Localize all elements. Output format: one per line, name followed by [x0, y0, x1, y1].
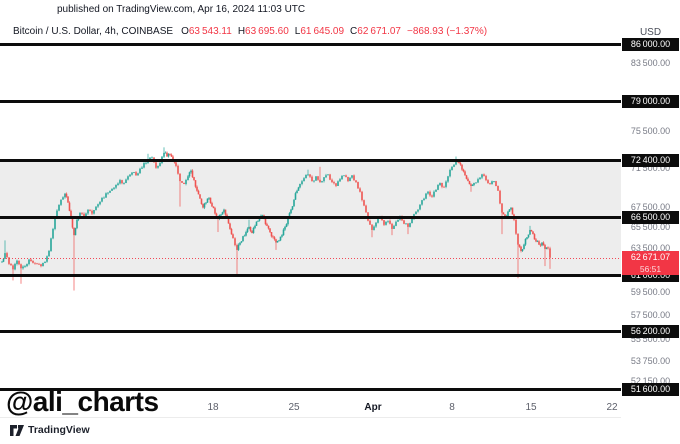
price-tick-label: 67 500.00 — [630, 202, 671, 213]
price-tick-label: 59 500.00 — [630, 287, 671, 298]
time-axis-label: 18 — [207, 402, 219, 413]
price-level-badge: 66 500.00 — [622, 211, 679, 225]
price-level-badge: 56 200.00 — [622, 324, 679, 338]
tradingview-icon — [10, 424, 24, 436]
current-price-dotted-line — [0, 257, 621, 259]
price-tick-label: 57 500.00 — [630, 310, 671, 321]
chart-pane[interactable] — [0, 0, 621, 444]
key-level-line — [0, 387, 621, 391]
time-axis-label: Apr — [364, 402, 382, 413]
price-tick-label: 71 500.00 — [630, 163, 671, 174]
candlestick-canvas[interactable] — [0, 22, 621, 398]
time-axis-label: 22 — [606, 402, 618, 413]
bar-countdown: 56:51 — [639, 264, 662, 275]
currency-label: USD — [639, 27, 662, 38]
price-level-badge: 72 400.00 — [622, 153, 679, 167]
price-tick-label: 65 500.00 — [630, 222, 671, 233]
published-timestamp: published on TradingView.com, Apr 16, 20… — [57, 4, 306, 15]
price-axis[interactable]: USD 83 500.00 75 500.00 71 500.00 67 500.00… — [621, 0, 680, 444]
time-axis-label: 8 — [449, 402, 455, 413]
current-price-badge: 62 671.07 56:51 — [622, 251, 679, 276]
price-tick-label: 83 500.00 — [630, 58, 671, 69]
key-level-line — [0, 216, 621, 220]
key-level-line — [0, 274, 621, 278]
time-axis-separator — [0, 417, 680, 418]
key-level-line — [0, 329, 621, 333]
current-price-label: 62 671.07 — [630, 252, 671, 263]
price-level-badge: 79 000.00 — [622, 94, 679, 108]
tradingview-logo-text: TradingView — [28, 424, 90, 436]
key-level-line — [0, 158, 621, 162]
time-axis-label: 25 — [288, 402, 300, 413]
price-tick-label: 75 500.00 — [630, 126, 671, 137]
author-watermark: @ali_charts — [6, 386, 159, 417]
key-level-line — [0, 99, 621, 103]
price-tick-label: 53 750.00 — [630, 355, 671, 366]
time-axis-label: 15 — [525, 402, 537, 413]
key-level-line — [0, 42, 621, 46]
price-level-badge: 51 600.00 — [622, 382, 679, 396]
tradingview-footer-logo[interactable]: TradingView — [10, 424, 90, 436]
time-axis[interactable]: 18 25 Apr 8 15 22 — [0, 398, 621, 418]
price-tick-label: 63 500.00 — [630, 243, 671, 254]
price-level-badge: 86 000.00 — [622, 37, 679, 51]
price-tick-label: 52 150.00 — [630, 376, 671, 387]
price-tick-label: 55 500.00 — [630, 334, 671, 345]
